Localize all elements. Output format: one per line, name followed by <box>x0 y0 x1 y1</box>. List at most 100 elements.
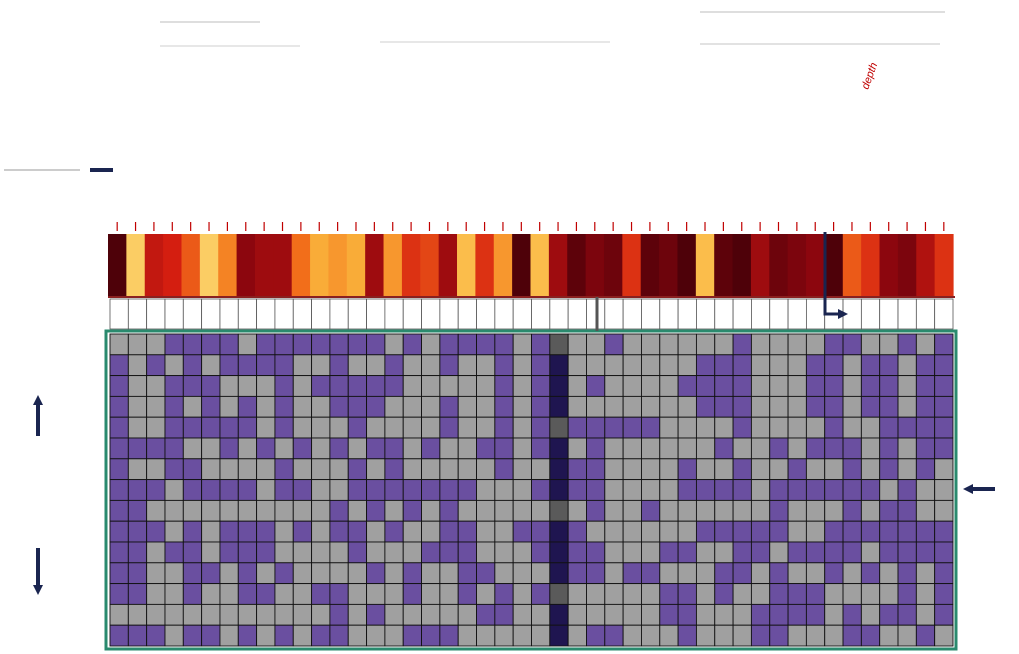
heat-cell <box>842 234 862 296</box>
matrix-cell <box>714 375 734 397</box>
matrix-cell <box>292 499 313 522</box>
matrix-cell <box>641 458 661 481</box>
matrix-cell <box>366 562 386 585</box>
separator-cell <box>842 298 862 330</box>
matrix-cell <box>182 416 203 439</box>
matrix-cell <box>732 416 752 439</box>
matrix-cell <box>439 479 459 501</box>
matrix-cell <box>860 562 881 585</box>
matrix-cell <box>274 499 294 522</box>
matrix-cell <box>512 583 532 605</box>
matrix-cell <box>915 437 936 460</box>
matrix-cell <box>402 354 423 377</box>
matrix-cell <box>421 562 441 585</box>
matrix-cell <box>457 583 477 605</box>
matrix-cell <box>934 479 954 501</box>
matrix-cell <box>164 520 184 543</box>
heat-cell <box>861 234 881 296</box>
separator-cell <box>732 298 752 330</box>
matrix-cell <box>677 499 697 522</box>
matrix-cell <box>256 395 276 418</box>
matrix-cell <box>750 354 771 377</box>
matrix-cell <box>860 520 881 543</box>
matrix-cell <box>274 603 294 626</box>
matrix-cell <box>824 583 844 605</box>
matrix-cell <box>897 583 917 605</box>
matrix-cell <box>237 354 258 377</box>
heat-cell <box>824 234 844 296</box>
heat-cell <box>879 234 899 296</box>
matrix-cell <box>805 583 826 605</box>
matrix-cell <box>842 603 862 626</box>
matrix-cell <box>182 354 203 377</box>
matrix-cell <box>604 583 624 605</box>
matrix-cell <box>732 603 752 626</box>
matrix-cell <box>586 479 606 501</box>
matrix-cell <box>237 499 258 522</box>
matrix-cell <box>659 395 679 418</box>
matrix-cell <box>604 624 624 647</box>
matrix-cell <box>567 583 587 605</box>
matrix-cell <box>824 520 844 543</box>
separator-cell <box>384 298 404 330</box>
matrix-cell <box>677 583 697 605</box>
matrix-cell <box>439 520 459 543</box>
matrix-cell <box>659 583 679 605</box>
matrix-cell <box>860 499 881 522</box>
matrix-cell <box>622 375 642 397</box>
matrix-cell <box>659 562 679 585</box>
matrix-cell <box>769 354 789 377</box>
matrix-cell <box>146 499 166 522</box>
matrix-cell <box>201 458 221 481</box>
matrix-cell <box>384 562 404 585</box>
matrix-cell <box>659 375 679 397</box>
matrix-cell <box>604 479 624 501</box>
matrix-cell <box>494 416 514 439</box>
matrix-cell <box>127 479 148 501</box>
matrix-cell <box>347 624 368 647</box>
matrix-cell <box>512 624 532 647</box>
matrix-cell <box>769 562 789 585</box>
matrix-cell <box>714 437 734 460</box>
separator-cell <box>549 298 569 330</box>
matrix-cell <box>384 541 404 564</box>
matrix-cell <box>934 499 954 522</box>
matrix-cell <box>274 479 294 501</box>
matrix-cell <box>750 437 771 460</box>
matrix-cell <box>329 416 349 439</box>
matrix-cell <box>824 603 844 626</box>
separator-cell <box>714 298 734 330</box>
matrix-cell <box>366 520 386 543</box>
matrix-cell <box>897 395 917 418</box>
matrix-cell <box>182 520 203 543</box>
matrix-cell <box>402 479 423 501</box>
matrix-cell <box>750 603 771 626</box>
matrix-cell <box>201 520 221 543</box>
separator-cell <box>274 298 294 330</box>
matrix-cell <box>366 499 386 522</box>
matrix-cell <box>292 375 313 397</box>
matrix-cell <box>219 479 239 501</box>
matrix-cell <box>494 458 514 481</box>
matrix-cell <box>201 562 221 585</box>
matrix-cell <box>787 416 807 439</box>
matrix-cell <box>182 395 203 418</box>
matrix-cell <box>805 603 826 626</box>
matrix-cell <box>787 520 807 543</box>
heat-cell <box>806 234 826 296</box>
matrix-cell <box>512 395 532 418</box>
matrix-cell <box>879 520 899 543</box>
matrix-cell <box>622 541 642 564</box>
matrix-cell <box>842 562 862 585</box>
matrix-cell <box>622 333 642 356</box>
matrix-cell <box>659 416 679 439</box>
matrix-cell <box>219 437 239 460</box>
matrix-cell <box>366 624 386 647</box>
matrix-cell <box>695 603 716 626</box>
matrix-cell <box>494 541 514 564</box>
matrix-cell <box>586 354 606 377</box>
matrix-cell <box>677 354 697 377</box>
matrix-cell <box>531 624 551 647</box>
matrix-cell <box>695 541 716 564</box>
matrix-cell <box>494 562 514 585</box>
